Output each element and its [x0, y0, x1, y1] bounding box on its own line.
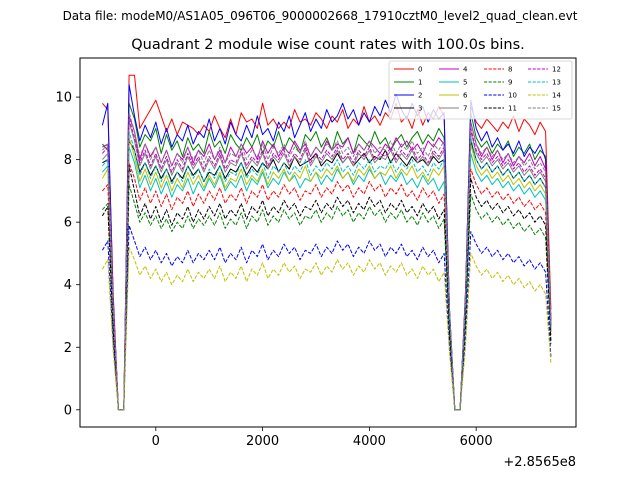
- series-line-2: [101, 84, 552, 411]
- legend-label-5: 5: [463, 79, 467, 87]
- x-tick-label: 4000: [353, 434, 386, 449]
- legend-box: [388, 60, 573, 120]
- x-offset-label: +2.8565e8: [503, 455, 576, 470]
- series-line-8: [102, 162, 552, 411]
- legend-label-15: 15: [552, 105, 561, 113]
- series-line-7: [102, 121, 552, 411]
- series-line-12: [102, 118, 552, 411]
- x-tick-label: 2000: [246, 434, 279, 449]
- plot-frame: [79, 57, 577, 428]
- legend-label-10: 10: [508, 92, 517, 100]
- data-file-label: Data file: modeM0/AS1A05_096T06_90000026…: [63, 9, 578, 23]
- series-line-15: [102, 112, 552, 411]
- legend-label-7: 7: [463, 105, 467, 113]
- x-tick-label: 0: [152, 434, 160, 449]
- series-line-5: [102, 146, 552, 411]
- x-tick-label: 6000: [460, 434, 493, 449]
- series-line-14: [101, 246, 552, 411]
- series-line-11: [101, 165, 552, 411]
- series-line-1: [102, 102, 552, 411]
- legend-label-3: 3: [418, 105, 422, 113]
- series-line-9: [102, 184, 552, 411]
- x-axis: 0 2000 4000 6000: [152, 427, 493, 449]
- y-tick-label: 4: [64, 278, 72, 293]
- legend-label-2: 2: [418, 92, 422, 100]
- legend-label-1: 1: [418, 79, 422, 87]
- y-tick-label: 0: [64, 403, 72, 418]
- legend-label-4: 4: [463, 66, 468, 74]
- y-axis: 0 2 4 6 8 10: [55, 91, 80, 418]
- legend-label-0: 0: [418, 66, 422, 74]
- y-tick-label: 8: [64, 153, 72, 168]
- y-tick-label: 6: [64, 216, 72, 231]
- series-line-6: [101, 137, 552, 411]
- legend-label-12: 12: [552, 66, 561, 74]
- y-tick-label: 10: [55, 91, 72, 106]
- legend-label-14: 14: [552, 92, 561, 100]
- legend-label-8: 8: [508, 66, 512, 74]
- series-line-13: [102, 131, 552, 411]
- series-group: [101, 74, 552, 411]
- legend-label-9: 9: [508, 79, 512, 87]
- series-line-10: [101, 224, 552, 411]
- legend-label-13: 13: [552, 79, 561, 87]
- y-tick-label: 2: [64, 341, 72, 356]
- legend-label-6: 6: [463, 92, 468, 100]
- chart-title: Quadrant 2 module wise count rates with …: [131, 37, 525, 53]
- legend-label-11: 11: [508, 105, 517, 113]
